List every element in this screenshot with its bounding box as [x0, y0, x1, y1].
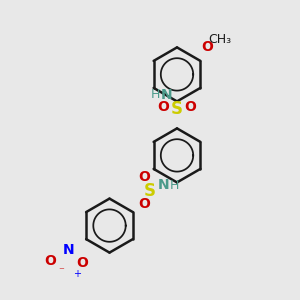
- Text: O: O: [139, 170, 151, 184]
- Text: S: S: [144, 182, 156, 200]
- Text: O: O: [76, 256, 88, 270]
- Text: O: O: [44, 254, 56, 268]
- Text: S: S: [171, 100, 183, 118]
- Text: O: O: [201, 40, 213, 54]
- Text: ⁻: ⁻: [58, 266, 64, 277]
- Text: O: O: [139, 197, 151, 211]
- Text: H: H: [151, 88, 160, 101]
- Text: O: O: [158, 100, 169, 114]
- Text: H: H: [169, 178, 179, 192]
- Text: +: +: [73, 269, 81, 279]
- Text: O: O: [184, 100, 196, 114]
- Text: N: N: [63, 243, 75, 257]
- Text: N: N: [160, 88, 172, 102]
- Text: N: N: [158, 178, 169, 192]
- Text: CH₃: CH₃: [208, 33, 232, 46]
